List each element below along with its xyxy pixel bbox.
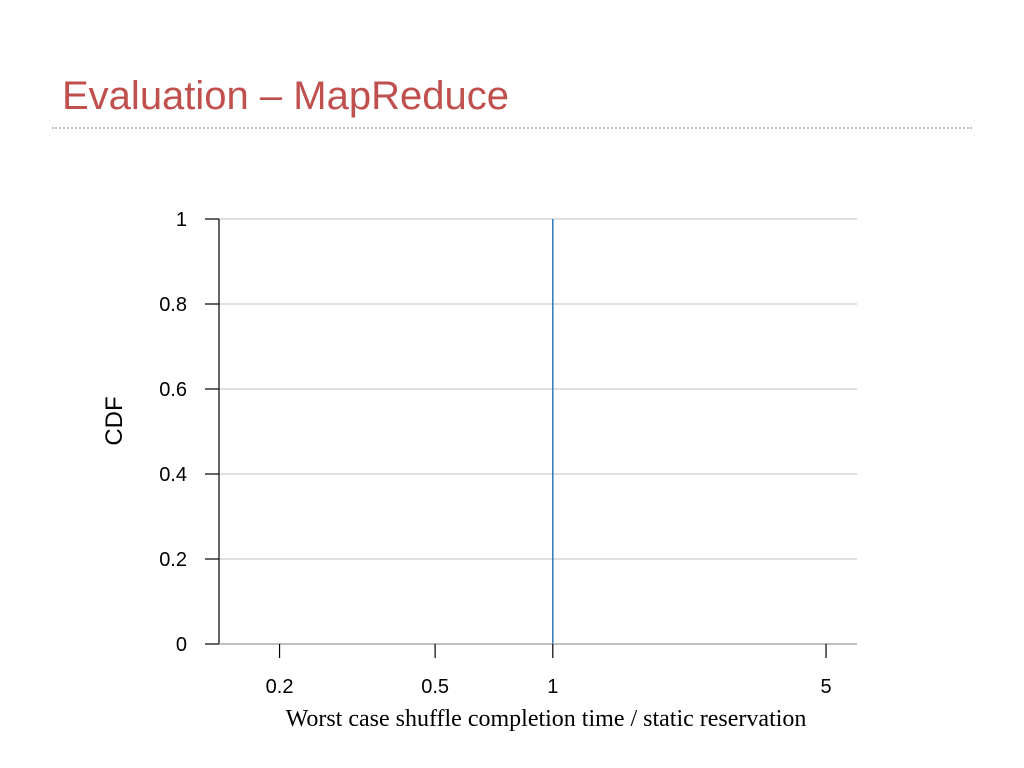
x-tick-label: 5 [820, 676, 831, 698]
y-tick-label: 0.4 [159, 464, 187, 486]
y-tick-label: 0 [176, 634, 187, 656]
y-tick-label: 0.2 [159, 549, 187, 571]
x-tick-label: 0.5 [421, 676, 449, 698]
y-tick-label: 0.8 [159, 294, 187, 316]
x-tick-label: 1 [547, 676, 558, 698]
y-tick-label: 1 [176, 209, 187, 231]
y-tick-label: 0.6 [159, 379, 187, 401]
x-axis-title: Worst case shuffle completion time / sta… [286, 706, 807, 732]
grid-lines [219, 218, 857, 560]
y-ticks: 0 0.2 0.4 0.6 0.8 1 [159, 209, 219, 656]
x-tick-label: 0.2 [266, 676, 294, 698]
x-ticks: 0.2 0.5 1 5 [266, 644, 832, 698]
y-axis-title: CDF [101, 396, 128, 445]
title-divider [52, 127, 972, 129]
slide-title: Evaluation – MapReduce [62, 74, 509, 118]
axes [218, 219, 857, 645]
